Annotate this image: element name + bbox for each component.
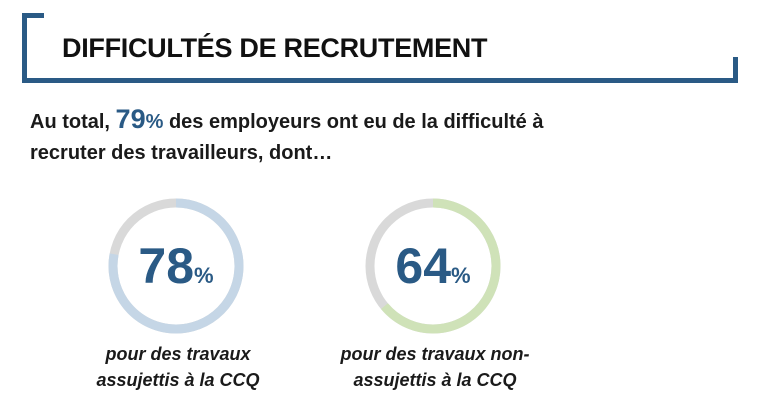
intro-highlight-value: 79 [115, 104, 146, 134]
donut-2-unit: % [451, 263, 471, 288]
intro-highlight: 79% [116, 104, 164, 134]
frame-top-border [22, 13, 44, 18]
page-title: DIFFICULTÉS DE RECRUTEMENT [62, 33, 488, 63]
donut-1-arc [108, 198, 244, 334]
intro-suffix: des employeurs ont eu de la difficulté à [163, 111, 544, 133]
donut-1-value: 78 [138, 238, 194, 294]
frame-right-border [733, 57, 738, 83]
donut-2-value: 64 [395, 238, 451, 294]
donut-2-caption: pour des travaux non- assujettis à la CC… [305, 341, 565, 393]
intro-highlight-unit: % [145, 111, 164, 133]
donut-2-arc [380, 198, 501, 334]
donut-2-caption-line-2: assujettis à la CCQ [353, 370, 517, 390]
donut-chart-1: 78% [108, 198, 244, 334]
intro-prefix: Au total, [30, 111, 116, 133]
intro-text: Au total, 79% des employeurs ont eu de l… [30, 104, 730, 169]
intro-line-2: recruter des travailleurs, dont… [30, 142, 333, 164]
donut-1-unit: % [194, 263, 214, 288]
frame-left-border [22, 13, 27, 83]
donut-chart-2: 64% [365, 198, 501, 334]
donut-2-caption-line-1: pour des travaux non- [340, 344, 530, 364]
donut-1-caption-line-2: assujettis à la CCQ [96, 370, 260, 390]
donut-1-caption: pour des travaux assujettis à la CCQ [48, 341, 308, 393]
intro-line-1: Au total, 79% des employeurs ont eu de l… [30, 104, 730, 138]
donut-2-value-label: 64% [395, 238, 470, 294]
title-frame: DIFFICULTÉS DE RECRUTEMENT [22, 13, 738, 83]
frame-bottom-border [22, 78, 738, 83]
donut-1-value-label: 78% [138, 238, 213, 294]
donut-1-caption-line-1: pour des travaux [105, 344, 251, 364]
